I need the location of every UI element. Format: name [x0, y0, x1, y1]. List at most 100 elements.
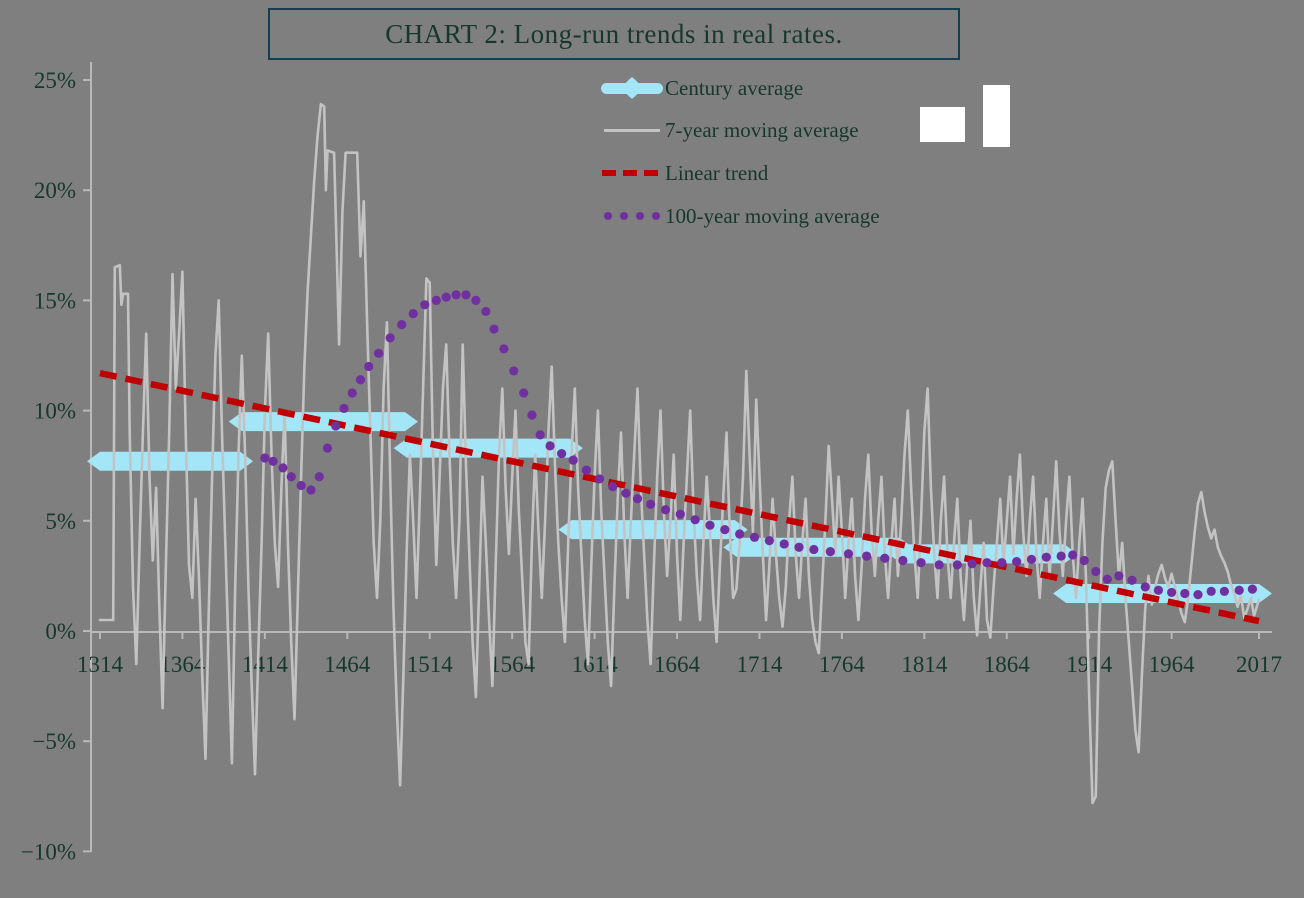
- series-100-year-moving-average-dot: [1180, 588, 1190, 599]
- series-100-year-moving-average-dot: [1140, 582, 1150, 592]
- series-100-year-moving-average-dot: [1167, 587, 1177, 598]
- series-100-year-moving-average-dot: [764, 536, 774, 546]
- linear-trend-swatch-icon: [601, 170, 665, 176]
- x-axis-tick-label: 1414: [242, 652, 289, 677]
- y-axis-tick-label: 15%: [34, 288, 76, 313]
- series-100-year-moving-average-dot: [735, 529, 745, 539]
- series-100-year-moving-average-dot: [1219, 586, 1229, 596]
- series-century-average-segment: [558, 520, 748, 540]
- y-axis-tick-label: 0%: [45, 619, 76, 644]
- x-axis-tick-label: 2017: [1236, 652, 1282, 677]
- x-axis-tick-label: 1364: [159, 652, 206, 677]
- y-axis-tick-label: 25%: [34, 68, 76, 93]
- series-100-year-moving-average-dot: [862, 551, 872, 561]
- series-100-year-moving-average-dot: [509, 366, 519, 376]
- series-100-year-moving-average-dot: [519, 388, 529, 398]
- series-100-year-moving-average-dot: [1079, 555, 1089, 566]
- x-axis-tick-label: 1964: [1149, 652, 1196, 677]
- chart-title-box: CHART 2: Long-run trends in real rates.: [268, 8, 960, 60]
- x-axis-tick-label: 1664: [654, 652, 701, 677]
- series-100-year-moving-average-dot: [431, 295, 441, 305]
- legend-item-linear-trend: Linear trend: [601, 160, 768, 186]
- series-100-year-moving-average-dot: [1234, 585, 1244, 595]
- series-100-year-moving-average-dot: [322, 443, 333, 453]
- series-100-year-moving-average-dot: [705, 520, 715, 530]
- series-100-year-moving-average-dot: [355, 375, 366, 385]
- series-100-year-moving-average-dot: [967, 559, 977, 569]
- y-axis-tick-label: 20%: [34, 178, 76, 203]
- series-100-year-moving-average-dot: [364, 361, 374, 372]
- series-100-year-moving-average-dot: [278, 463, 288, 473]
- series-100-year-moving-average-dot: [898, 555, 908, 566]
- white-redaction-box: [920, 107, 965, 142]
- series-100-year-moving-average-dot: [481, 306, 491, 317]
- series-100-year-moving-average-dot: [260, 453, 270, 463]
- x-axis-tick-label: 1764: [819, 652, 866, 677]
- series-100-year-moving-average-dot: [621, 488, 631, 498]
- series-100-year-moving-average-dot: [1193, 590, 1203, 600]
- series-100-year-moving-average-dot: [1114, 571, 1124, 581]
- series-100-year-moving-average-dot: [1056, 551, 1066, 561]
- series-100-year-moving-average-dot: [794, 542, 804, 552]
- series-100-year-moving-average-dot: [527, 410, 537, 420]
- series-100-year-moving-average-dot: [347, 388, 357, 398]
- series-100-year-moving-average-dot: [397, 320, 407, 330]
- series-100-year-moving-average-dot: [331, 421, 341, 431]
- series-100-year-moving-average-dot: [982, 558, 992, 568]
- y-axis-tick-label: 5%: [45, 509, 76, 534]
- series-100-year-moving-average-dot: [374, 348, 384, 358]
- series-100-year-moving-average-dot: [296, 480, 306, 491]
- series-100-year-moving-average-dot: [489, 324, 499, 334]
- white-redaction-box: [983, 85, 1010, 147]
- legend-item-100-year-moving-average: 100-year moving average: [601, 203, 880, 229]
- legend-label: Linear trend: [665, 160, 769, 185]
- series-100-year-moving-average-dot: [934, 560, 944, 570]
- series-100-year-moving-average-dot: [608, 482, 618, 492]
- series-100-year-moving-average-dot: [1068, 550, 1078, 560]
- series-100-year-moving-average-dot: [720, 525, 730, 535]
- legend-label: 7-year moving average: [665, 117, 859, 142]
- x-axis-tick-label: 1814: [901, 652, 948, 677]
- century-average-swatch-icon: [601, 82, 665, 94]
- series-100-year-moving-average-dot: [779, 539, 789, 549]
- x-axis-tick-label: 1514: [407, 652, 454, 677]
- series-100-year-moving-average-dot: [461, 290, 471, 300]
- series-100-year-moving-average-dot: [690, 515, 700, 525]
- series-100-year-moving-average-dot: [1091, 566, 1101, 577]
- series-100-year-moving-average-dot: [1102, 574, 1112, 584]
- x-axis-tick-label: 1714: [736, 652, 783, 677]
- hundred-year-ma-swatch-icon: [601, 212, 665, 220]
- series-100-year-moving-average-dot: [1041, 552, 1051, 562]
- series-100-year-moving-average-dot: [997, 558, 1007, 568]
- series-100-year-moving-average-dot: [499, 344, 509, 354]
- series-100-year-moving-average-dot: [1026, 554, 1037, 564]
- series-100-year-moving-average-dot: [451, 290, 461, 300]
- series-100-year-moving-average-dot: [306, 485, 316, 495]
- series-100-year-moving-average-dot: [825, 547, 835, 557]
- series-100-year-moving-average-dot: [1127, 575, 1137, 585]
- series-100-year-moving-average-dot: [646, 499, 656, 509]
- seven-year-ma-swatch-icon: [601, 128, 665, 132]
- series-100-year-moving-average-dot: [1247, 584, 1258, 594]
- series-100-year-moving-average-dot: [535, 430, 545, 440]
- legend-label: 100-year moving average: [665, 203, 880, 228]
- series-7-year-moving-average-line: [98, 102, 1261, 805]
- series-100-year-moving-average-dot: [420, 300, 430, 310]
- series-100-year-moving-average-dot: [632, 494, 643, 504]
- series-100-year-moving-average-dot: [385, 333, 395, 343]
- legend-item-century-average: Century average: [601, 75, 803, 101]
- series-century-average-segment: [87, 451, 254, 471]
- legend-label: Century average: [665, 75, 804, 100]
- series-100-year-moving-average-dot: [568, 455, 578, 465]
- series-100-year-moving-average-dot: [843, 549, 854, 559]
- y-axis-tick-label: 10%: [34, 399, 76, 424]
- series-100-year-moving-average-dot: [408, 309, 418, 319]
- series-100-year-moving-average-dot: [1153, 585, 1164, 595]
- series-100-year-moving-average-dot: [1206, 586, 1216, 596]
- series-100-year-moving-average-dot: [286, 472, 296, 482]
- y-axis-tick-label: −10%: [21, 839, 76, 864]
- series-100-year-moving-average-dot: [594, 474, 605, 484]
- series-100-year-moving-average-dot: [880, 553, 890, 563]
- series-100-year-moving-average-dot: [581, 465, 591, 475]
